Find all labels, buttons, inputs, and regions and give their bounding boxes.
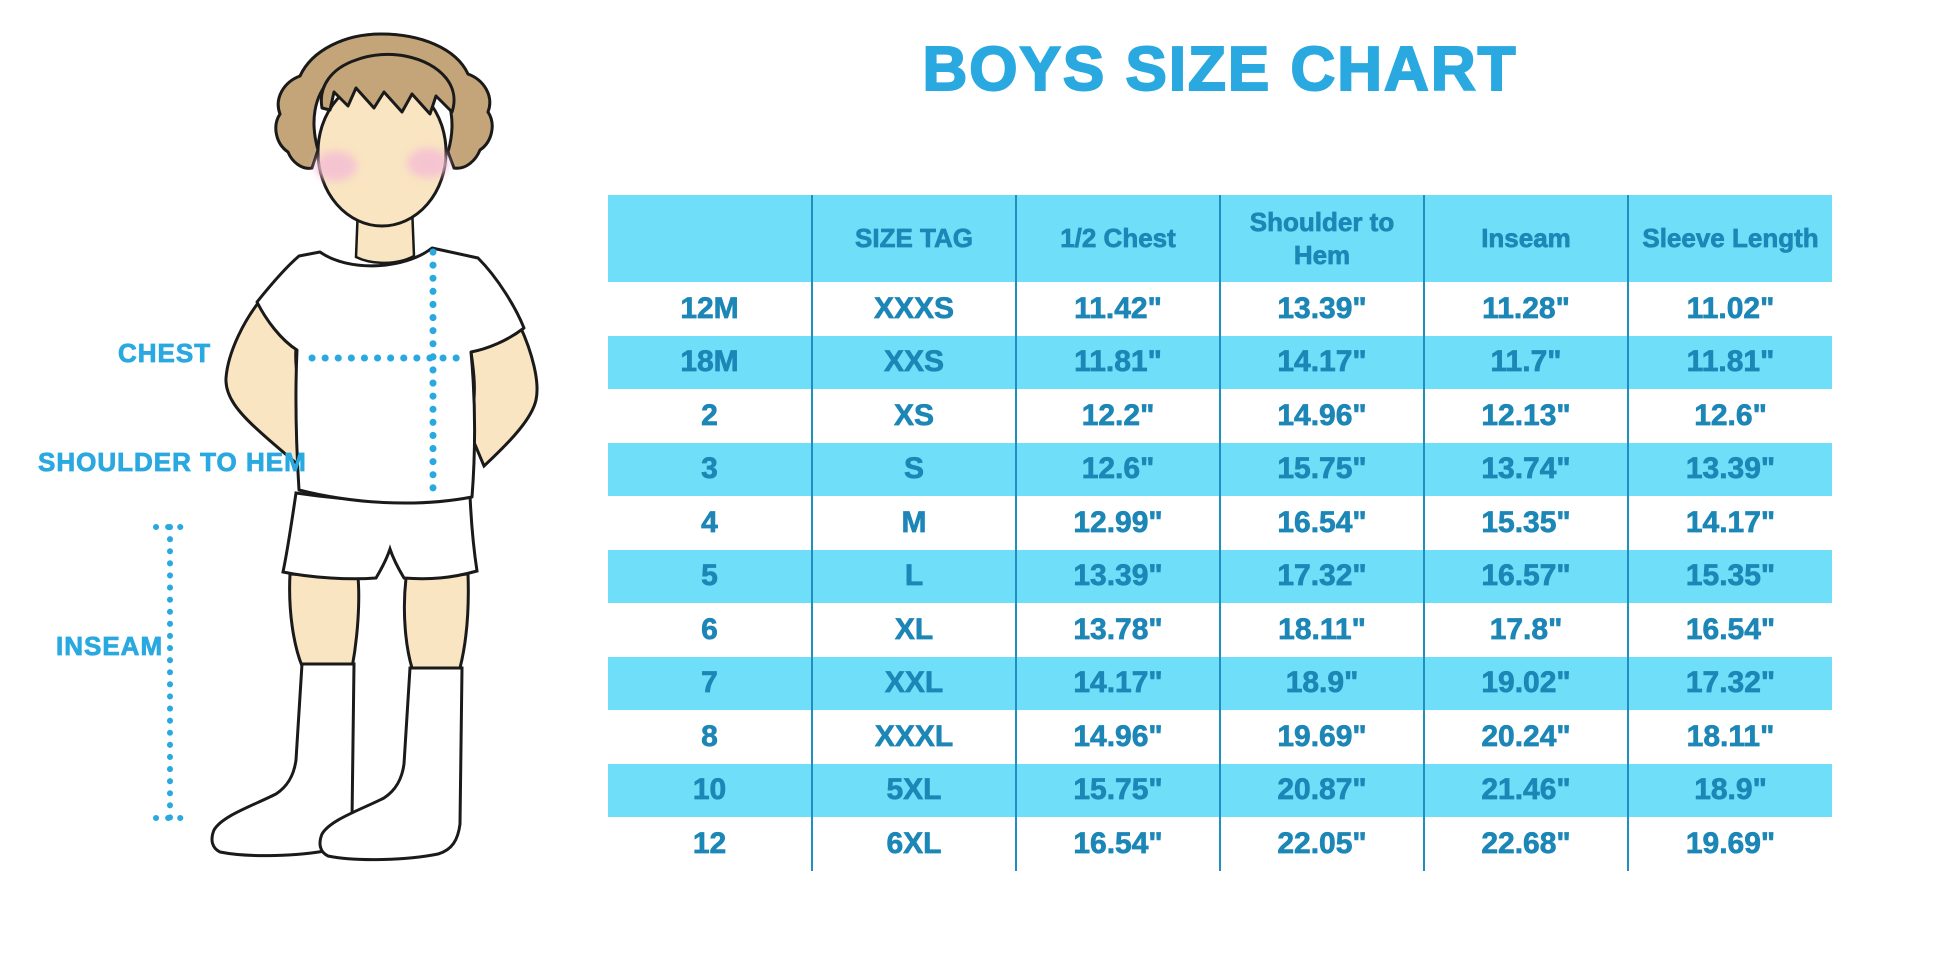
shoulder-to-hem-label: SHOULDER TO HEM — [38, 447, 307, 478]
size-cell: 6 — [701, 612, 718, 646]
half-chest-cell: 13.39" — [1015, 549, 1220, 603]
shoulder-to-hem-cell: 14.17" — [1219, 335, 1424, 389]
sleeve-length-cell: 19.69" — [1627, 817, 1832, 871]
sleeve-length-cell: 12.6" — [1627, 389, 1832, 443]
half-chest-cell: 16.54" — [1015, 817, 1220, 871]
header-row: SIZE TAG 1/2 Chest Shoulder to Hem Insea… — [608, 195, 1832, 282]
inseam-cell: 20.24" — [1423, 710, 1628, 764]
shoulder-to-hem-cell: 16.54" — [1219, 496, 1424, 550]
page-title: BOYS SIZE CHART — [922, 34, 1518, 105]
blush-left — [315, 151, 357, 181]
size-cell: 18M — [680, 345, 739, 379]
size-tag-cell: 6XL — [811, 817, 1016, 871]
column-header-sleeve-length: Sleeve Length — [1627, 195, 1832, 282]
column-header-half-chest: 1/2 Chest — [1015, 195, 1220, 282]
half-chest-cell: 15.75" — [1015, 763, 1220, 817]
hair-fringe — [319, 53, 456, 116]
size-tag-cell: XXS — [811, 335, 1016, 389]
t-shirt — [255, 246, 526, 505]
half-chest-cell: 14.17" — [1015, 656, 1220, 710]
sleeve-length-cell: 11.81" — [1627, 335, 1832, 389]
size-tag-cell: XL — [811, 603, 1016, 657]
sleeve-length-cell: 15.35" — [1627, 549, 1832, 603]
inseam-cell: 12.13" — [1423, 389, 1628, 443]
inseam-cell: 11.7" — [1423, 335, 1628, 389]
sleeve-length-cell: 13.39" — [1627, 442, 1832, 496]
size-tag-cell: XXXL — [811, 710, 1016, 764]
half-chest-cell: 11.42" — [1015, 282, 1220, 336]
shoulder-to-hem-cell: 22.05" — [1219, 817, 1424, 871]
table-row: 18M XXS 11.81" 14.17" 11.7" 11.81" — [608, 335, 1832, 389]
shorts — [281, 491, 479, 581]
size-tag-cell: XXL — [811, 656, 1016, 710]
table-row: 8 XXXL 14.96" 19.69" 20.24" 18.11" — [608, 710, 1832, 764]
size-cell: 5 — [701, 559, 718, 593]
table-row: 5 L 13.39" 17.32" 16.57" 15.35" — [608, 549, 1832, 603]
half-chest-cell: 12.99" — [1015, 496, 1220, 550]
half-chest-cell: 11.81" — [1015, 335, 1220, 389]
shoulder-to-hem-cell: 13.39" — [1219, 282, 1424, 336]
inseam-label: INSEAM — [56, 631, 164, 662]
size-cell: 4 — [701, 505, 718, 539]
column-header-shoulder-to-hem: Shoulder to Hem — [1219, 195, 1424, 282]
size-cell: 10 — [692, 773, 727, 807]
size-tag-cell: XXXS — [811, 282, 1016, 336]
shoulder-to-hem-cell: 15.75" — [1219, 442, 1424, 496]
left-leg — [288, 572, 361, 670]
inseam-cell: 22.68" — [1423, 817, 1628, 871]
shoulder-to-hem-cell: 19.69" — [1219, 710, 1424, 764]
right-sock — [318, 666, 464, 862]
table-row: 3 S 12.6" 15.75" 13.74" 13.39" — [608, 442, 1832, 496]
size-cell: 2 — [701, 398, 718, 432]
sleeve-length-cell: 16.54" — [1627, 603, 1832, 657]
shoulder-to-hem-cell: 18.9" — [1219, 656, 1424, 710]
inseam-cell: 15.35" — [1423, 496, 1628, 550]
size-tag-cell: 5XL — [811, 763, 1016, 817]
chest-label: CHEST — [118, 338, 212, 369]
sleeve-length-cell: 17.32" — [1627, 656, 1832, 710]
size-cell: 12M — [680, 291, 739, 325]
inseam-cell: 17.8" — [1423, 603, 1628, 657]
shoulder-to-hem-cell: 20.87" — [1219, 763, 1424, 817]
half-chest-cell: 13.78" — [1015, 603, 1220, 657]
table-row: 2 XS 12.2" 14.96" 12.13" 12.6" — [608, 389, 1832, 443]
shoulder-to-hem-cell: 17.32" — [1219, 549, 1424, 603]
size-cell: 3 — [701, 452, 718, 486]
size-tag-cell: M — [811, 496, 1016, 550]
inseam-cell: 19.02" — [1423, 656, 1628, 710]
sleeve-length-cell: 18.11" — [1627, 710, 1832, 764]
column-header-size — [608, 195, 812, 282]
table-row: 7 XXL 14.17" 18.9" 19.02" 17.32" — [608, 656, 1832, 710]
column-header-inseam: Inseam — [1423, 195, 1628, 282]
inseam-cell: 13.74" — [1423, 442, 1628, 496]
table-row: 12M XXXS 11.42" 13.39" 11.28" 11.02" — [608, 282, 1832, 336]
size-tag-cell: S — [811, 442, 1016, 496]
size-cell: 8 — [701, 719, 718, 753]
size-cell: 12 — [692, 826, 727, 860]
size-cell: 7 — [701, 666, 718, 700]
shoulder-to-hem-cell: 14.96" — [1219, 389, 1424, 443]
size-tag-cell: L — [811, 549, 1016, 603]
table-row: 10 5XL 15.75" 20.87" 21.46" 18.9" — [608, 763, 1832, 817]
blush-right — [407, 148, 449, 178]
sleeve-length-cell: 11.02" — [1627, 282, 1832, 336]
half-chest-cell: 12.6" — [1015, 442, 1220, 496]
boy-illustration — [153, 32, 539, 862]
size-tag-cell: XS — [811, 389, 1016, 443]
table-row: 4 M 12.99" 16.54" 15.35" 14.17" — [608, 496, 1832, 550]
shoulder-to-hem-cell: 18.11" — [1219, 603, 1424, 657]
inseam-cell: 16.57" — [1423, 549, 1628, 603]
inseam-cell: 11.28" — [1423, 282, 1628, 336]
inseam-cell: 21.46" — [1423, 763, 1628, 817]
sleeve-length-cell: 18.9" — [1627, 763, 1832, 817]
table-row: 12 6XL 16.54" 22.05" 22.68" 19.69" — [608, 817, 1832, 871]
sleeve-length-cell: 14.17" — [1627, 496, 1832, 550]
half-chest-cell: 12.2" — [1015, 389, 1220, 443]
right-leg — [402, 572, 470, 670]
table-row: 6 XL 13.78" 18.11" 17.8" 16.54" — [608, 603, 1832, 657]
half-chest-cell: 14.96" — [1015, 710, 1220, 764]
column-header-size-tag: SIZE TAG — [811, 195, 1016, 282]
size-table: SIZE TAG 1/2 Chest Shoulder to Hem Insea… — [608, 195, 1832, 871]
